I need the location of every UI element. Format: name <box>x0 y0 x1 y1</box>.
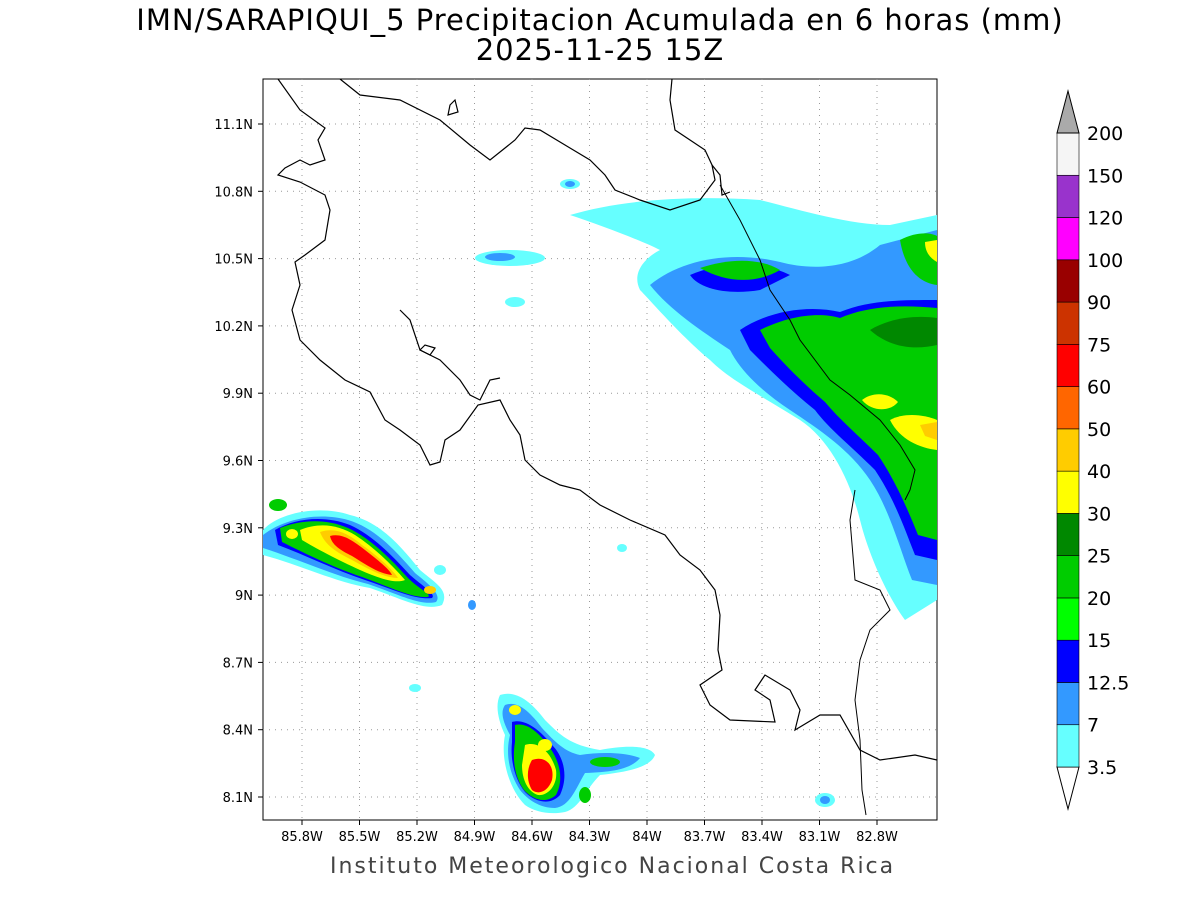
map-datetime: 2025-11-25 15Z <box>475 33 725 67</box>
lon-tick-label: 84.9W <box>454 830 496 845</box>
colorbar-swatch <box>1056 682 1080 726</box>
colorbar-level-label: 7 <box>1087 715 1099 737</box>
lat-tick-label: 8.1N <box>223 791 253 806</box>
colorbar-level-label: 25 <box>1087 546 1111 568</box>
lat-tick-label: 9.9N <box>223 387 253 402</box>
colorbar-swatch <box>1056 724 1080 768</box>
colorbar-level-label: 60 <box>1087 377 1111 399</box>
colorbar-level-label: 200 <box>1087 123 1123 145</box>
precip-caribbean-band <box>570 198 937 620</box>
colorbar-swatch <box>1056 428 1080 472</box>
colorbar-swatch <box>1056 555 1080 599</box>
colorbar-level-label: 30 <box>1087 503 1111 525</box>
colorbar-swatch <box>1056 639 1080 683</box>
colorbar-swatch <box>1056 513 1080 556</box>
lat-tick-label: 9.6N <box>223 455 253 470</box>
lon-tick-label: 82.8W <box>856 830 898 845</box>
lat-tick-label: 8.4N <box>223 724 253 739</box>
lon-tick-label: 83.1W <box>799 830 841 845</box>
colorbar-level-label: 90 <box>1087 292 1111 314</box>
map-frame <box>262 78 938 821</box>
colorbar-over-arrow <box>1056 89 1080 134</box>
lat-tick-label: 8.7N <box>223 656 253 671</box>
lat-tick-label: 9N <box>235 589 253 604</box>
lat-tick-label: 10.8N <box>214 185 253 200</box>
lon-tick-label: 83.7W <box>684 830 726 845</box>
colorbar-level-label: 40 <box>1087 461 1111 483</box>
longitude-axis: 85.8W 85.5W 85.2W 84.9W 84.6W 84.3W 84W 83.7W 83… <box>281 820 898 845</box>
colorbar-swatch <box>1056 132 1080 176</box>
lon-tick-label: 84.6W <box>511 830 553 845</box>
lon-tick-label: 83.4W <box>741 830 783 845</box>
lat-tick-label: 10.5N <box>214 253 253 268</box>
colorbar-swatch <box>1056 217 1080 261</box>
colorbar-level-label: 100 <box>1087 250 1123 272</box>
colorbar-level-label: 150 <box>1087 165 1123 187</box>
colorbar-swatch <box>1056 470 1080 514</box>
border-panama <box>719 184 916 816</box>
colorbar-under-arrow <box>1056 766 1080 811</box>
lat-tick-label: 10.2N <box>214 320 253 335</box>
colorbar-level-label: 12.5 <box>1087 672 1129 694</box>
lon-tick-label: 85.2W <box>396 830 438 845</box>
colorbar-swatch <box>1056 386 1080 430</box>
precip-nicoya-cell <box>263 499 445 607</box>
precip-scattered-cells <box>409 179 835 807</box>
colorbar-level-label: 3.5 <box>1087 757 1117 779</box>
colorbar: 3.5 7 12.5 15 20 25 30 40 50 60 75 90 100 120 150 200 <box>1056 89 1129 811</box>
lon-tick-label: 84.3W <box>569 830 611 845</box>
latitude-axis: 11.1N 10.8N 10.5N 10.2N 9.9N 9.6N 9.3N 9N 8.7N 8.… <box>214 118 263 806</box>
colorbar-level-label: 120 <box>1087 208 1123 230</box>
gridlines <box>263 79 937 820</box>
footer-credit: Instituto Meteorologico Nacional Costa R… <box>330 854 896 879</box>
lon-tick-label: 85.8W <box>281 830 323 845</box>
colorbar-level-label: 75 <box>1087 334 1111 356</box>
colorbar-swatch <box>1056 301 1080 345</box>
colorbar-level-label: 15 <box>1087 630 1111 652</box>
colorbar-swatch <box>1056 174 1080 218</box>
lon-tick-label: 85.5W <box>339 830 381 845</box>
colorbar-swatch <box>1056 259 1080 303</box>
coastline <box>276 79 937 761</box>
colorbar-swatch <box>1056 344 1080 387</box>
lat-tick-label: 11.1N <box>214 118 253 133</box>
precip-osa-cell <box>497 693 655 814</box>
colorbar-level-label: 20 <box>1087 588 1111 610</box>
lon-tick-label: 84W <box>632 830 662 845</box>
map-title: IMN/SARAPIQUI_5 Precipitacion Acumulada … <box>136 3 1064 37</box>
colorbar-level-label: 50 <box>1087 419 1111 441</box>
lat-tick-label: 9.3N <box>223 522 253 537</box>
colorbar-swatch <box>1056 597 1080 641</box>
